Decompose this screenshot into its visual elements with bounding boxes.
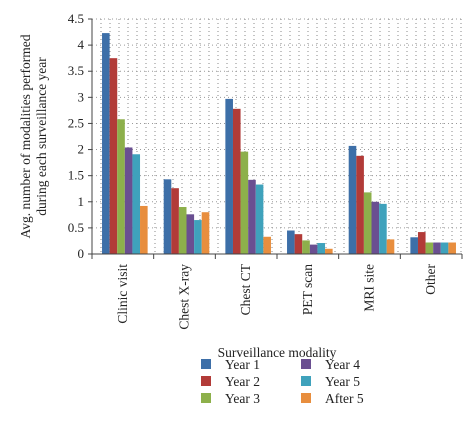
- y-tick-label: 2: [78, 142, 85, 157]
- bar-year-3-other: [425, 242, 434, 254]
- bar-after-5-other: [448, 242, 456, 254]
- bar-year-5-chest-ct: [255, 184, 264, 254]
- bar-year-2-pet-scan: [294, 234, 303, 254]
- y-axis-title-line: Avg. number of modalities performed: [18, 34, 33, 238]
- y-tick-label: 4: [78, 37, 85, 52]
- legend-label: Year 2: [225, 374, 260, 389]
- bar-year-2-chest-ct: [232, 108, 241, 254]
- category-label: MRI site: [362, 264, 377, 312]
- bar-year-5-other: [440, 242, 449, 254]
- bar-year-5-chest-x-ray: [194, 220, 202, 254]
- legend-item-year-2: Year 2: [201, 374, 260, 389]
- bar-after-5-mri-site: [386, 239, 395, 254]
- bar-year-2-mri-site: [356, 155, 364, 254]
- y-tick-label: 3: [78, 89, 85, 104]
- bar-year-1-mri-site: [348, 145, 357, 254]
- bar-year-3-chest-x-ray: [178, 207, 187, 254]
- category-labels: Clinic visit Chest X-ray Chest CT PET scan M…: [115, 263, 438, 329]
- bar-year-5-clinic-visit: [132, 154, 141, 254]
- bar-year-3-mri-site: [363, 192, 372, 254]
- bar-after-5-chest-x-ray: [201, 212, 210, 254]
- x-axis-title: Surveillance modality: [218, 345, 337, 360]
- bar-year-1-clinic-visit: [102, 33, 110, 254]
- category-label: Chest X-ray: [177, 264, 192, 330]
- bar-year-1-chest-ct: [225, 98, 233, 255]
- legend-label: After 5: [325, 391, 364, 406]
- category-label: Chest CT: [238, 263, 253, 315]
- bar-year-4-chest-x-ray: [186, 214, 195, 254]
- bar-year-3-pet-scan: [302, 240, 310, 254]
- legend-label: Year 3: [225, 391, 260, 406]
- bar-year-5-mri-site: [379, 203, 387, 254]
- bar-year-4-other: [433, 242, 441, 254]
- legend-swatch: [301, 376, 311, 386]
- legend-label: Year 4: [325, 357, 360, 372]
- bar-after-5-pet-scan: [325, 248, 333, 254]
- bar-year-4-clinic-visit: [124, 147, 133, 254]
- category-label: PET scan: [300, 264, 315, 315]
- bar-year-4-chest-ct: [248, 179, 256, 254]
- grid-lines: [92, 18, 462, 254]
- legend-item-year-3: Year 3: [201, 391, 260, 406]
- legend-swatch: [201, 359, 211, 369]
- y-tick-label: 1: [78, 194, 85, 209]
- bar-year-2-chest-x-ray: [171, 188, 179, 254]
- bar-year-1-other: [410, 237, 418, 254]
- y-tick-label: 4.5: [68, 11, 84, 26]
- legend-label: Year 1: [225, 357, 260, 372]
- legend-swatch: [201, 393, 211, 403]
- category-label: Other: [423, 264, 438, 295]
- legend-label: Year 5: [325, 374, 360, 389]
- bar-year-4-mri-site: [371, 201, 380, 254]
- bar-after-5-chest-ct: [263, 236, 271, 254]
- y-tick-label: 1.5: [68, 168, 84, 183]
- bar-year-3-chest-ct: [240, 151, 249, 254]
- legend-item-year-5: Year 5: [301, 374, 360, 389]
- bar-year-2-clinic-visit: [109, 58, 118, 254]
- legend-item-year-4: Year 4: [301, 357, 360, 372]
- legend-item-year-1: Year 1: [201, 357, 260, 372]
- bar-year-4-pet-scan: [309, 244, 318, 254]
- category-label: Clinic visit: [115, 264, 130, 324]
- y-tick-labels: 0 0.5 1 1.5 2 2.5 3 3.5 4 4.5: [68, 11, 85, 261]
- bar-after-5-clinic-visit: [140, 205, 148, 254]
- y-tick-label: 2.5: [68, 115, 84, 130]
- legend-swatch: [201, 376, 211, 386]
- legend-swatch: [301, 359, 311, 369]
- legend: Year 1 Year 2 Year 3 Year 4 Year 5 After 5: [201, 357, 364, 406]
- y-axis-title: Avg. number of modalities performeddurin…: [18, 34, 49, 238]
- bar-year-5-pet-scan: [317, 243, 326, 254]
- y-tick-label: 0: [78, 246, 85, 261]
- y-tick-label: 0.5: [68, 220, 84, 235]
- bar-year-2-other: [417, 232, 426, 254]
- axes: [88, 18, 463, 259]
- legend-swatch: [301, 393, 311, 403]
- bars: [102, 33, 456, 255]
- bar-year-3-clinic-visit: [117, 119, 125, 255]
- bar-year-1-chest-x-ray: [163, 179, 172, 254]
- y-axis-title-line: during each surveillance year: [34, 57, 49, 216]
- y-tick-label: 3.5: [68, 63, 84, 78]
- legend-item-after-5: After 5: [301, 391, 364, 406]
- bar-year-1-pet-scan: [287, 230, 295, 254]
